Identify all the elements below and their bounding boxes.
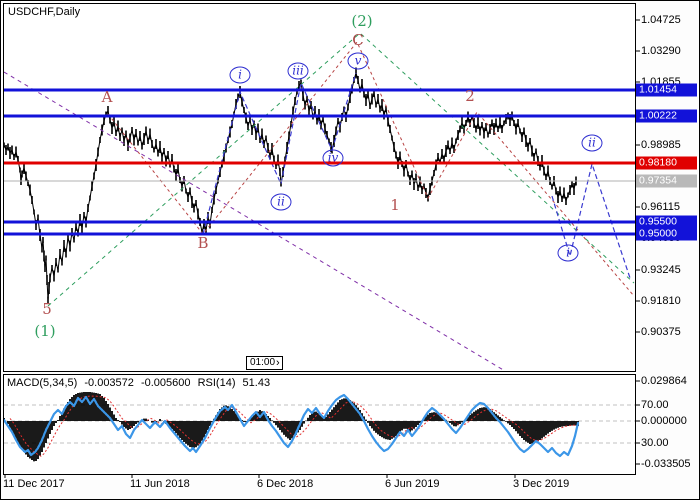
main-chart-area[interactable] (4, 4, 635, 371)
price-tick-label: 0.98985 (641, 139, 681, 151)
symbol-period-label: USDCHF,Daily (8, 6, 81, 18)
price-tick-label: 1.04725 (641, 14, 681, 26)
macd-histogram (4, 392, 579, 462)
wave-circle-label: i (229, 66, 251, 84)
price-tick-label: 0.90375 (641, 326, 681, 338)
indicator-tick-label: 0.029864 (641, 375, 687, 387)
wave-text-label: C (352, 31, 364, 49)
price-axis[interactable] (636, 4, 699, 371)
rsi-line (4, 393, 580, 458)
indicator-tick-label: 70.00 (641, 399, 669, 411)
wave-text-label: 1 (390, 196, 400, 214)
date-label: 6 Jun 2019 (385, 478, 440, 490)
time-cursor-label: 01:00 (250, 357, 276, 368)
price-badge: 0.98180 (636, 156, 697, 170)
wave-circle-label: iii (287, 62, 309, 80)
wave-text-label: B (197, 234, 209, 252)
wave-circle-label: iv (322, 149, 344, 167)
price-tick-label: 0.93245 (641, 264, 681, 276)
indicator-header: MACD(5,34,5) -0.003572 -0.005600 RSI(14)… (7, 377, 274, 389)
rsi-value: 51.43 (242, 377, 271, 389)
date-label: 3 Dec 2019 (513, 478, 570, 490)
right-arrow-icon: › (276, 357, 280, 369)
macd-name-label: MACD(5,34,5) (7, 377, 78, 389)
wave-circle-label: i (557, 244, 579, 262)
wave-circle-label: ii (270, 193, 292, 211)
time-cursor-box: 01:00 › (246, 356, 283, 370)
indicator-panel-area[interactable] (4, 375, 635, 474)
indicator-tick-label: -0.033505 (641, 458, 691, 470)
macd-signal-value: -0.005600 (140, 377, 191, 389)
wave-text-label: A (101, 88, 113, 106)
wave-text-label: 5 (42, 300, 52, 318)
date-label: 11 Jun 2018 (130, 478, 190, 490)
price-badge: 1.01454 (636, 83, 697, 97)
wave-text-label: (2) (351, 12, 373, 30)
indicator-tick-label: 30.00 (641, 437, 669, 449)
wave-circle-label: ii (581, 134, 603, 152)
price-tick-label: 1.03290 (641, 45, 681, 57)
price-badge: 1.00222 (636, 109, 697, 123)
price-tick-label: 0.96115 (641, 201, 680, 213)
date-label: 11 Dec 2017 (3, 478, 65, 490)
main-plot-frame (3, 3, 636, 372)
price-badge: 0.95000 (636, 227, 697, 241)
wave-text-label: (1) (34, 322, 56, 340)
macd-value: -0.003572 (84, 377, 134, 389)
rsi-name-label: RSI(14) (197, 377, 236, 389)
macd-signal-line (9, 395, 579, 457)
indicator-tick-label: 0.000000 (641, 415, 687, 427)
price-tick-label: 0.91810 (641, 295, 681, 307)
wave-text-label: 2 (465, 87, 475, 105)
date-label: 6 Dec 2018 (257, 478, 314, 490)
price-badge: 0.97354 (636, 174, 697, 188)
wave-circle-label: v (347, 52, 369, 70)
price-badge: 0.95500 (636, 215, 697, 229)
